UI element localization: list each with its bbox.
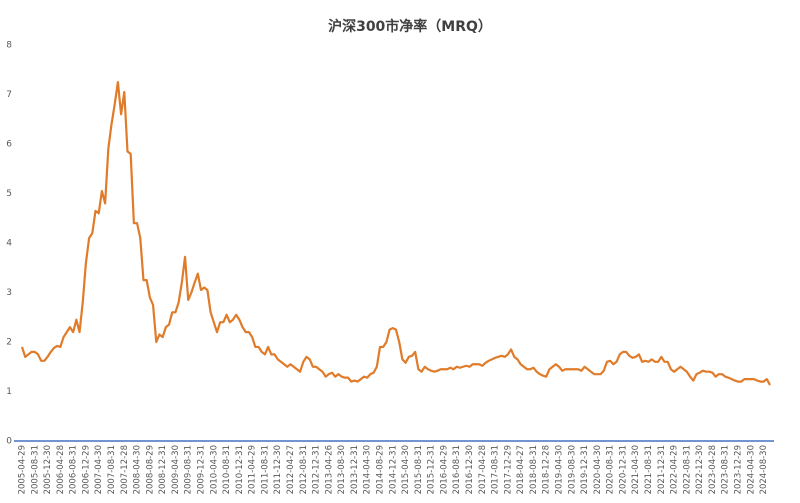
data-line [20,81,771,386]
x-tick-label: 2024-04-30 [746,445,756,494]
x-tick-label: 2007-12-28 [120,445,130,494]
x-tick-label: 2018-12-28 [542,445,552,494]
x-tick-label: 2019-12-31 [580,445,590,494]
x-tick-label: 2021-04-30 [631,445,641,494]
x-tick-label: 2009-04-30 [171,445,181,494]
x-tick-label: 2023-08-31 [721,445,731,494]
x-tick-label: 2020-12-31 [618,445,628,494]
y-tick-label: 7 [6,90,12,100]
x-tick-label: 2005-08-31 [30,445,40,494]
y-tick-label: 4 [6,239,12,249]
y-tick-label: 3 [6,288,12,298]
x-tick-label: 2016-04-29 [439,445,449,494]
chart-title: 沪深300市净率（MRQ） [328,18,492,35]
x-tick-label: 2008-12-31 [158,445,168,494]
x-tick-label: 2022-08-31 [682,445,692,494]
x-tick-label: 2015-12-31 [427,445,437,494]
x-tick-label: 2014-04-30 [363,445,373,494]
x-tick-label: 2014-08-29 [376,445,386,494]
x-tick-label: 2024-08-30 [759,445,769,494]
x-tick-label: 2020-08-31 [606,445,616,494]
x-tick-label: 2014-12-31 [388,445,398,494]
x-tick-label: 2022-04-29 [670,445,680,494]
x-tick-label: 2020-04-30 [593,445,603,494]
y-tick-label: 5 [6,189,12,199]
x-tick-label: 2010-04-30 [209,445,219,494]
y-tick-label: 6 [6,140,12,150]
y-tick-label: 0 [6,437,12,447]
x-tick-label: 2011-12-30 [273,445,283,494]
x-tick-label: 2021-12-31 [657,445,667,494]
x-tick-label: 2012-12-31 [312,445,322,494]
x-tick-label: 2007-08-31 [107,445,117,494]
x-tick-label: 2012-08-31 [299,445,309,494]
x-tick-label: 2019-04-30 [555,445,565,494]
x-tick-label: 2013-12-31 [350,445,360,494]
x-tick-label: 2006-04-28 [56,445,66,494]
y-tick-label: 2 [6,338,12,348]
x-tick-label: 2010-12-31 [235,445,245,494]
x-tick-label: 2015-04-30 [401,445,411,494]
x-tick-label: 2006-12-29 [81,445,91,494]
x-tick-label: 2013-08-30 [337,445,347,494]
x-tick-label: 2017-12-29 [503,445,513,494]
x-tick-label: 2006-08-31 [69,445,79,494]
x-tick-label: 2010-08-31 [222,445,232,494]
y-tick-label: 1 [6,387,12,397]
x-tick-label: 2009-08-31 [184,445,194,494]
x-tick-label: 2011-08-31 [260,445,270,494]
x-tick-label: 2015-08-31 [414,445,424,494]
x-tick-label: 2012-04-27 [286,445,296,494]
y-tick-label: 8 [6,41,12,51]
x-tick-label: 2007-04-30 [94,445,104,494]
x-tick-label: 2023-12-29 [734,445,744,494]
x-tick-label: 2011-04-29 [248,445,258,494]
x-tick-label: 2017-08-31 [491,445,501,494]
x-tick-label: 2019-08-30 [567,445,577,494]
x-tick-label: 2008-04-30 [133,445,143,494]
x-tick-label: 2018-04-27 [516,445,526,494]
x-tick-label: 2022-12-30 [695,445,705,494]
x-tick-label: 2021-08-31 [644,445,654,494]
x-tick-label: 2016-08-31 [452,445,462,494]
x-tick-label: 2005-12-30 [43,445,53,494]
x-tick-label: 2018-08-31 [529,445,539,494]
x-tick-label: 2009-12-31 [197,445,207,494]
x-tick-label: 2008-08-29 [145,445,155,494]
x-tick-label: 2017-04-28 [478,445,488,494]
x-tick-label: 2013-04-26 [324,445,334,494]
x-tick-label: 2016-12-30 [465,445,475,494]
x-tick-label: 2023-04-28 [708,445,718,494]
x-tick-label: 2005-04-29 [18,445,28,494]
